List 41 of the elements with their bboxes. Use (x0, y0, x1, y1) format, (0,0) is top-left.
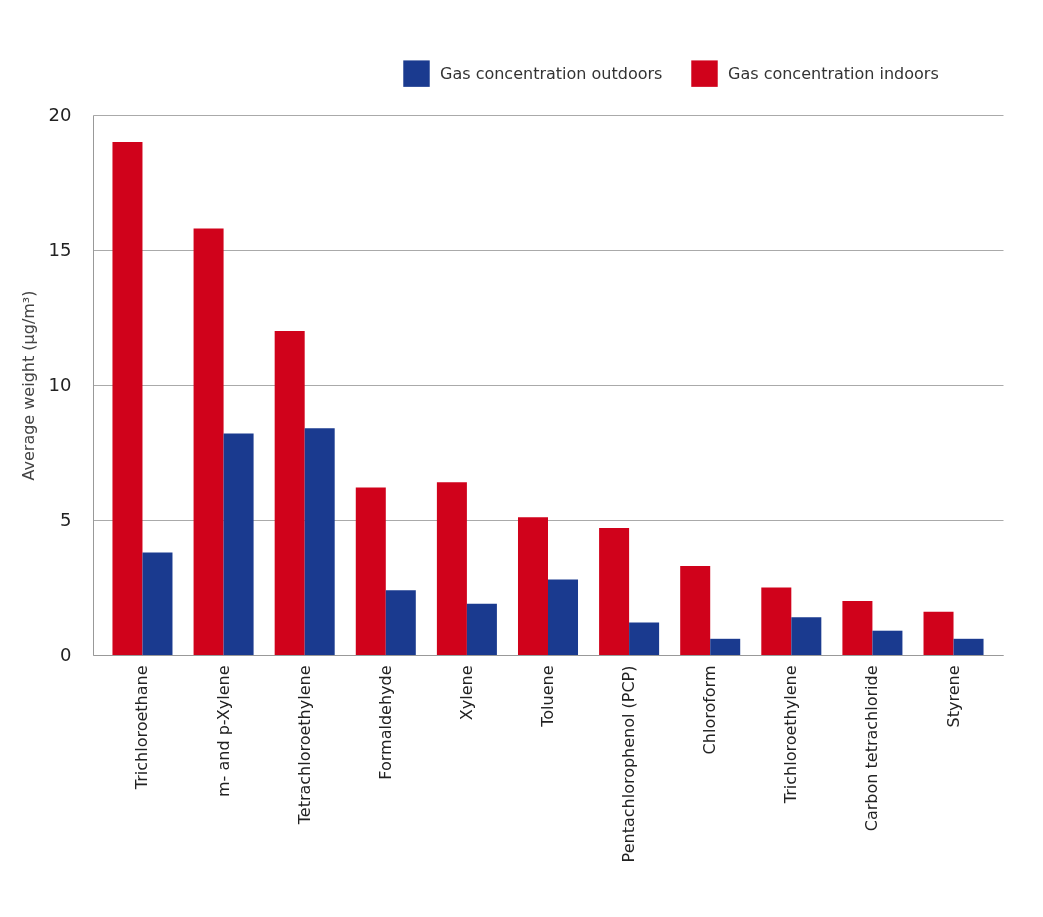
bar (599, 528, 630, 655)
bar (842, 601, 873, 655)
bar (953, 638, 984, 655)
y-axis-title: Average weight (µg/m³) (18, 290, 38, 481)
bar (466, 603, 497, 655)
bar (791, 617, 822, 655)
y-tick-label: 15 (48, 238, 72, 260)
bar (355, 487, 386, 655)
bar (274, 331, 305, 655)
bar (872, 630, 903, 655)
bar (385, 590, 416, 655)
x-tick-label: Tetrachloroethylene (294, 665, 314, 826)
bar (142, 552, 173, 655)
bar (761, 587, 792, 655)
bar (710, 638, 741, 655)
x-tick-label: Pentachlorophenol (PCP) (619, 665, 639, 863)
x-tick-label: m- and p-Xylene (213, 665, 233, 797)
y-tick-label: 5 (60, 508, 72, 530)
bar (193, 228, 224, 655)
x-tick-label: Trichloroethylene (781, 665, 801, 805)
x-tick-label: Chloroform (700, 665, 720, 755)
bar (304, 428, 335, 655)
x-tick-label: Toluene (538, 665, 557, 728)
legend-label: Gas concentration indoors (728, 63, 939, 83)
bar (436, 482, 467, 655)
y-tick-label: 0 (60, 643, 72, 665)
legend-label: Gas concentration outdoors (440, 63, 663, 83)
bar (548, 579, 579, 655)
y-tick-label: 20 (48, 103, 72, 125)
x-tick-label: Carbon tetrachloride (862, 665, 882, 832)
x-tick-label: Formaldehyde (375, 665, 395, 780)
bar (112, 142, 143, 655)
x-tick-label: Trichloroethane (132, 665, 152, 791)
bar (923, 611, 954, 655)
bar (517, 517, 548, 655)
y-tick-label: 10 (48, 373, 72, 395)
bar (629, 622, 660, 655)
bar (680, 565, 711, 655)
x-tick-label: Styrene (943, 665, 963, 728)
x-tick-label: Xylene (456, 665, 476, 721)
bar (223, 433, 254, 655)
